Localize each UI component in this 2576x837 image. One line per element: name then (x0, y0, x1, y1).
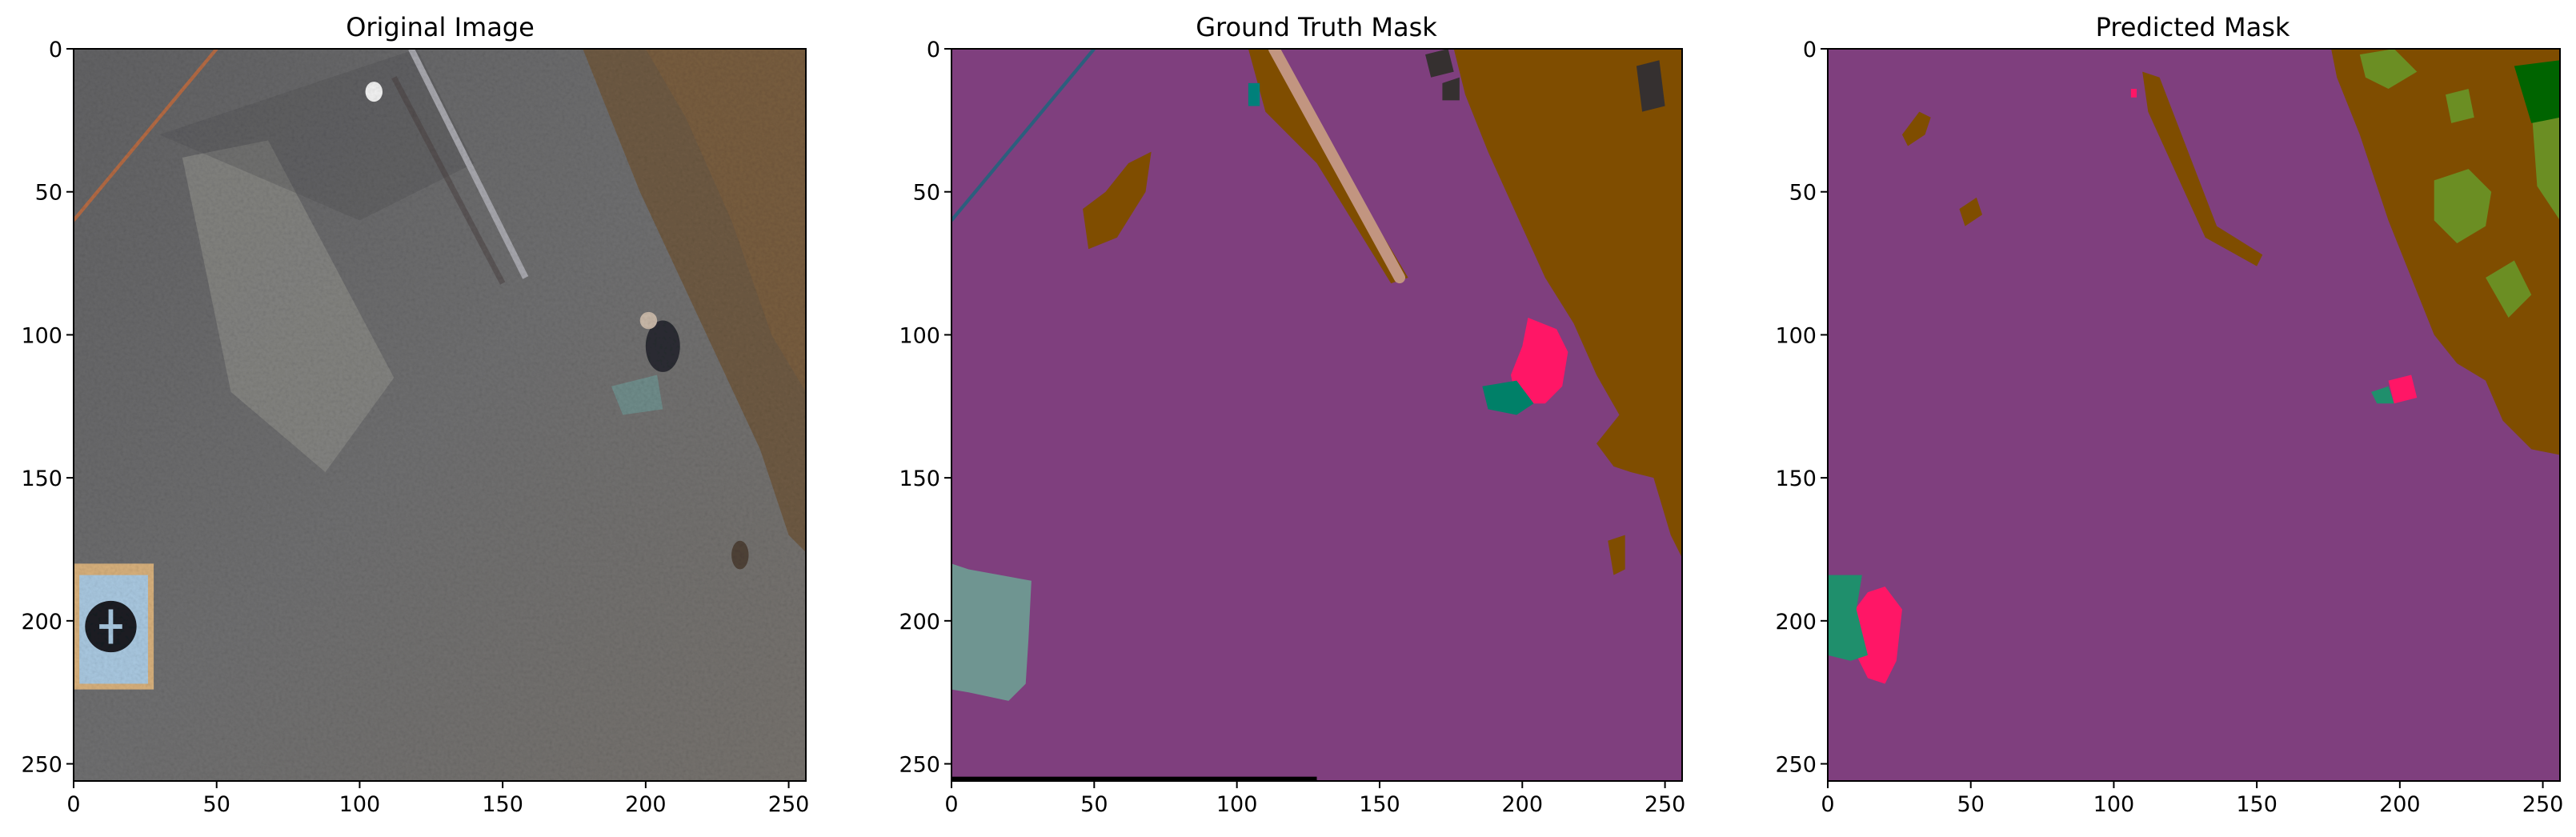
mask-person (1511, 317, 1568, 404)
x-tick-label: 250 (2522, 792, 2564, 817)
pred-bicycle-main (1828, 575, 1869, 661)
mask-line (951, 49, 1096, 222)
y-tick-label: 100 (1775, 323, 1817, 348)
mask-target-marker (951, 563, 1032, 701)
pred-grass-1 (2434, 169, 2492, 244)
y-tick-label: 0 (49, 38, 62, 62)
y-tick-label: 50 (35, 181, 62, 206)
panel-title-original: Original Image (346, 12, 535, 42)
x-tick-label: 100 (2093, 792, 2135, 817)
y-tick-label: 150 (21, 467, 62, 491)
y-tick-label: 200 (21, 610, 62, 635)
mask-obstacle-top (1425, 49, 1454, 78)
axes-frame-original (73, 48, 807, 782)
x-tick-label: 0 (944, 792, 958, 817)
pole-shadow (391, 76, 506, 285)
x-tick-label: 0 (66, 792, 80, 817)
pred-dirt-blob-2 (1959, 197, 1983, 226)
y-tick-label: 0 (1803, 38, 1817, 62)
pred-grass-3 (2486, 260, 2532, 318)
x-tick-label: 0 (1821, 792, 1834, 817)
pred-grass-2 (2359, 49, 2418, 90)
pred-person-tiny (2130, 89, 2137, 98)
y-tick-label: 50 (913, 181, 940, 206)
person-body (645, 320, 680, 372)
ball (365, 82, 383, 102)
person-head (639, 311, 658, 330)
pred-bicycle-small (2371, 386, 2394, 404)
pred-grass-4 (2531, 94, 2560, 221)
mask-obstacle-small (1442, 77, 1460, 101)
y-tick-label: 150 (899, 467, 940, 491)
y-tick-label: 100 (21, 323, 62, 348)
axes-frame-ground-truth (951, 48, 1683, 782)
pred-dirt-strip (2142, 71, 2263, 266)
leaf-litter (645, 49, 806, 392)
x-tick-label: 100 (1216, 792, 1258, 817)
x-tick-label: 150 (2236, 792, 2278, 817)
y-tick-label: 250 (899, 753, 940, 778)
mask-dirt-main (1453, 49, 1682, 559)
mask-dirt-blob-small (1608, 535, 1625, 575)
x-tick-label: 100 (339, 792, 381, 817)
x-tick-label: 50 (1080, 792, 1108, 817)
y-tick-label: 100 (899, 323, 940, 348)
mask-bottom-strip (951, 776, 1317, 781)
panel-predicted: Predicted Mask 0 50 100 150 200 2500501001502… (1775, 12, 2563, 817)
pred-tree (2514, 60, 2560, 123)
y-tick-label: 50 (1789, 181, 1817, 206)
pred-person-small (2388, 374, 2418, 404)
panel-title-predicted: Predicted Mask (2096, 12, 2290, 42)
y-tick-label: 200 (1775, 610, 1817, 635)
panel-title-ground-truth: Ground Truth Mask (1196, 12, 1437, 42)
y-tick-label: 250 (21, 753, 62, 778)
panel-original: Original Image (21, 12, 809, 817)
x-tick-label: 250 (1645, 792, 1686, 817)
y-tick-label: 0 (927, 38, 940, 62)
pred-dirt-main (2331, 49, 2560, 455)
mask-pole (1268, 49, 1406, 284)
pred-person-main (1850, 586, 1902, 684)
y-tick-label: 250 (1775, 753, 1817, 778)
pale-patch (182, 140, 395, 472)
bicycle (611, 374, 663, 415)
pred-dirt-blob-1 (1901, 111, 1931, 146)
image-original (74, 49, 806, 781)
x-tick-label: 200 (1502, 792, 1544, 817)
image-predicted (1828, 49, 2560, 781)
mask-small-object (1248, 82, 1260, 106)
dark-stain (159, 49, 475, 221)
x-tick-label: 250 (768, 792, 810, 817)
target-mark-inner (99, 609, 122, 644)
panel-ground-truth: Ground Truth Mask 0 50 100 150 200 2500501001… (899, 12, 1685, 817)
image-ground-truth (951, 49, 1682, 781)
x-tick-label: 150 (1359, 792, 1400, 817)
x-tick-label: 150 (482, 792, 523, 817)
pole (408, 49, 529, 279)
small-debris (731, 540, 749, 570)
y-tick-label: 200 (899, 610, 940, 635)
mask-dirt-blob-left (1083, 151, 1152, 250)
pred-grass-5 (2446, 89, 2474, 123)
x-tick-label: 200 (2379, 792, 2421, 817)
x-tick-label: 50 (203, 792, 230, 817)
x-tick-label: 200 (625, 792, 667, 817)
mask-bicycle (1482, 380, 1534, 415)
axes-frame-predicted (1827, 48, 2561, 782)
mask-obstacle-right (1636, 60, 1665, 112)
rope-line (74, 49, 218, 222)
y-tick-label: 150 (1775, 467, 1817, 491)
x-tick-label: 50 (1957, 792, 1985, 817)
